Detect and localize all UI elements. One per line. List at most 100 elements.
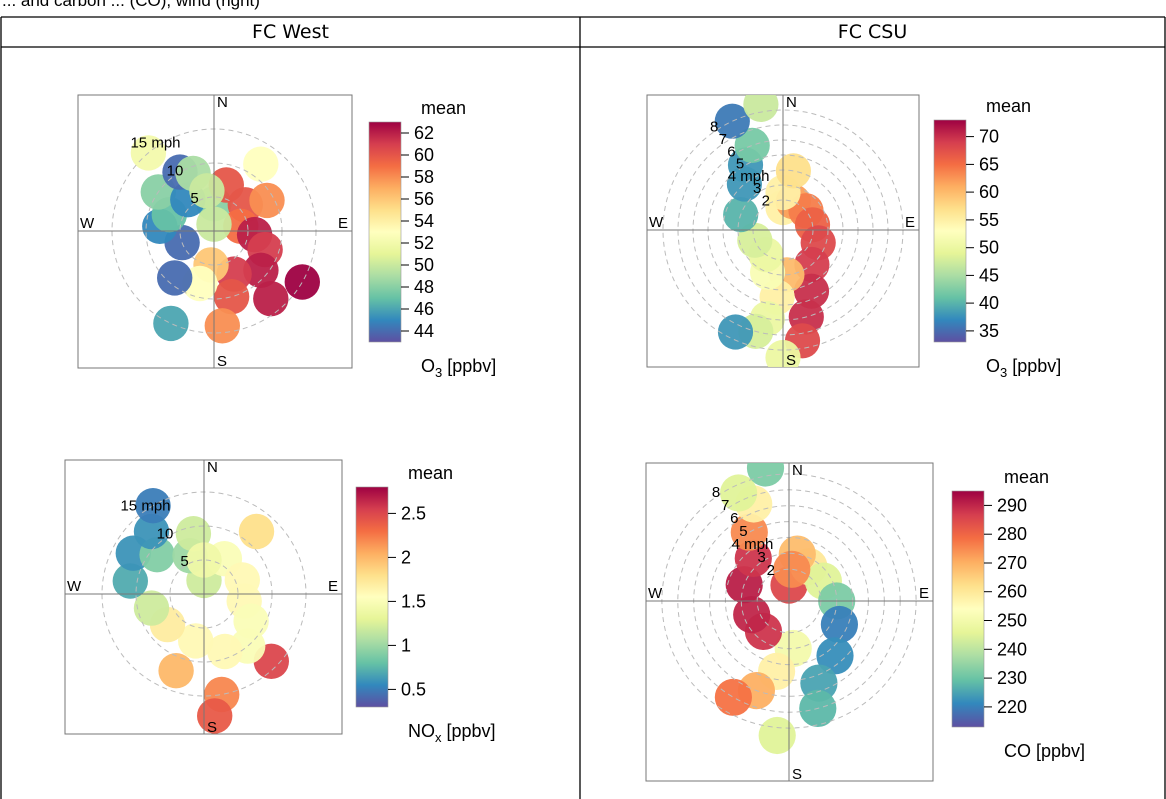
speed-label: 4 mph	[728, 168, 770, 185]
compass-w: W	[80, 215, 95, 232]
speed-label: 8	[710, 119, 718, 136]
data-cell	[133, 513, 170, 550]
data-cell	[773, 550, 811, 588]
colorbar-tick-label: 270	[997, 553, 1027, 573]
compass-s: S	[217, 353, 227, 370]
colorbar-tick-label: 280	[997, 524, 1027, 544]
data-cell	[157, 260, 193, 296]
data-cell	[758, 716, 796, 755]
colorbar-tick-label: 60	[414, 145, 434, 165]
speed-label: 4 mph	[732, 536, 774, 553]
legend-unit-label: NOx [ppbv]	[408, 721, 496, 745]
data-cell	[213, 279, 250, 315]
colorbar	[951, 490, 985, 728]
colorbar-tick-label: 54	[414, 211, 434, 231]
colorbar-tick-label: 40	[979, 293, 999, 313]
colorbar-tick-label: 50	[979, 238, 999, 258]
compass-n: N	[217, 94, 228, 111]
colorbar-tick-label: 60	[979, 182, 999, 202]
speed-label: 15 mph	[130, 134, 180, 151]
data-cell	[197, 698, 233, 734]
data-cell	[204, 308, 240, 344]
speed-label: 7	[721, 497, 729, 514]
data-cell	[720, 474, 758, 512]
compass-e: E	[905, 214, 915, 231]
legend-title: mean	[421, 98, 466, 118]
colorbar-tick-label: 230	[997, 668, 1027, 688]
column-header-fc-west: FC West	[252, 21, 329, 43]
colorbar-tick-label: 45	[979, 265, 999, 285]
colorbar-tick-label: 1	[401, 635, 411, 655]
compass-s: S	[786, 352, 796, 369]
column-header-fc-csu: FC CSU	[837, 21, 908, 43]
speed-label: 3	[753, 180, 761, 197]
data-cell	[178, 623, 214, 659]
figure-caption: ... and carbon ... (CO), wind (right)	[2, 0, 260, 10]
data-cell	[284, 264, 320, 300]
speed-label: 3	[758, 549, 766, 566]
data-cell	[207, 633, 243, 670]
data-cell	[133, 590, 170, 626]
colorbar-tick-label: 1.5	[401, 591, 426, 611]
colorbar-tick-label: 0.5	[401, 679, 426, 699]
data-cell	[253, 281, 289, 317]
compass-e: E	[328, 578, 338, 595]
compass-e: E	[919, 585, 929, 602]
speed-label: 5	[180, 553, 188, 570]
data-cell	[733, 596, 771, 634]
data-cell	[153, 305, 189, 342]
speed-label: 15 mph	[120, 497, 170, 514]
colorbar-tick-label: 2	[401, 547, 411, 567]
colorbar-tick-label: 290	[997, 495, 1027, 515]
compass-s: S	[207, 719, 217, 736]
colorbar	[368, 121, 402, 343]
compass-s: S	[792, 766, 802, 783]
colorbar-tick-label: 65	[979, 154, 999, 174]
data-cell	[743, 95, 779, 122]
speed-label: 6	[727, 143, 735, 160]
speed-label: 10	[167, 162, 184, 179]
compass-n: N	[792, 462, 803, 479]
compass-w: W	[649, 214, 664, 231]
data-surface	[714, 463, 859, 755]
colorbar-tick-label: 260	[997, 582, 1027, 602]
speed-label: 6	[730, 510, 738, 527]
data-cell	[730, 513, 768, 551]
colorbar-tick-label: 240	[997, 639, 1027, 659]
compass-w: W	[67, 578, 82, 595]
colorbar-tick-label: 220	[997, 697, 1027, 717]
data-cell	[158, 653, 194, 689]
data-cell	[714, 103, 750, 139]
data-cell	[734, 127, 770, 163]
colorbar	[933, 119, 967, 343]
data-cell	[243, 146, 279, 182]
compass-n: N	[207, 459, 218, 476]
legend-title: mean	[1004, 467, 1049, 487]
legend-unit-label: CO [ppbv]	[1004, 741, 1085, 761]
compass-w: W	[648, 585, 663, 602]
data-cell	[714, 678, 753, 716]
colorbar-tick-label: 48	[414, 277, 434, 297]
data-cell	[249, 182, 285, 219]
speed-label: 7	[719, 131, 727, 148]
data-cell	[243, 252, 279, 288]
compass-e: E	[338, 215, 348, 232]
speed-label: 2	[762, 192, 770, 209]
colorbar-tick-label: 44	[414, 321, 434, 341]
data-cell	[816, 637, 854, 675]
colorbar-tick-label: 46	[414, 299, 434, 319]
colorbar-tick-label: 56	[414, 189, 434, 209]
colorbar-tick-label: 70	[979, 127, 999, 147]
speed-label: 5	[739, 523, 747, 540]
legend-title: mean	[408, 463, 453, 483]
speed-label: 5	[190, 190, 198, 207]
colorbar-tick-label: 250	[997, 611, 1027, 631]
data-surface	[112, 488, 289, 734]
colorbar-tick-label: 35	[979, 321, 999, 341]
colorbar-tick-label: 52	[414, 233, 434, 253]
data-cell	[238, 513, 275, 550]
speed-label: 10	[157, 525, 174, 542]
colorbar-tick-label: 62	[414, 123, 434, 143]
speed-label: 8	[712, 484, 720, 501]
compass-n: N	[786, 94, 797, 111]
